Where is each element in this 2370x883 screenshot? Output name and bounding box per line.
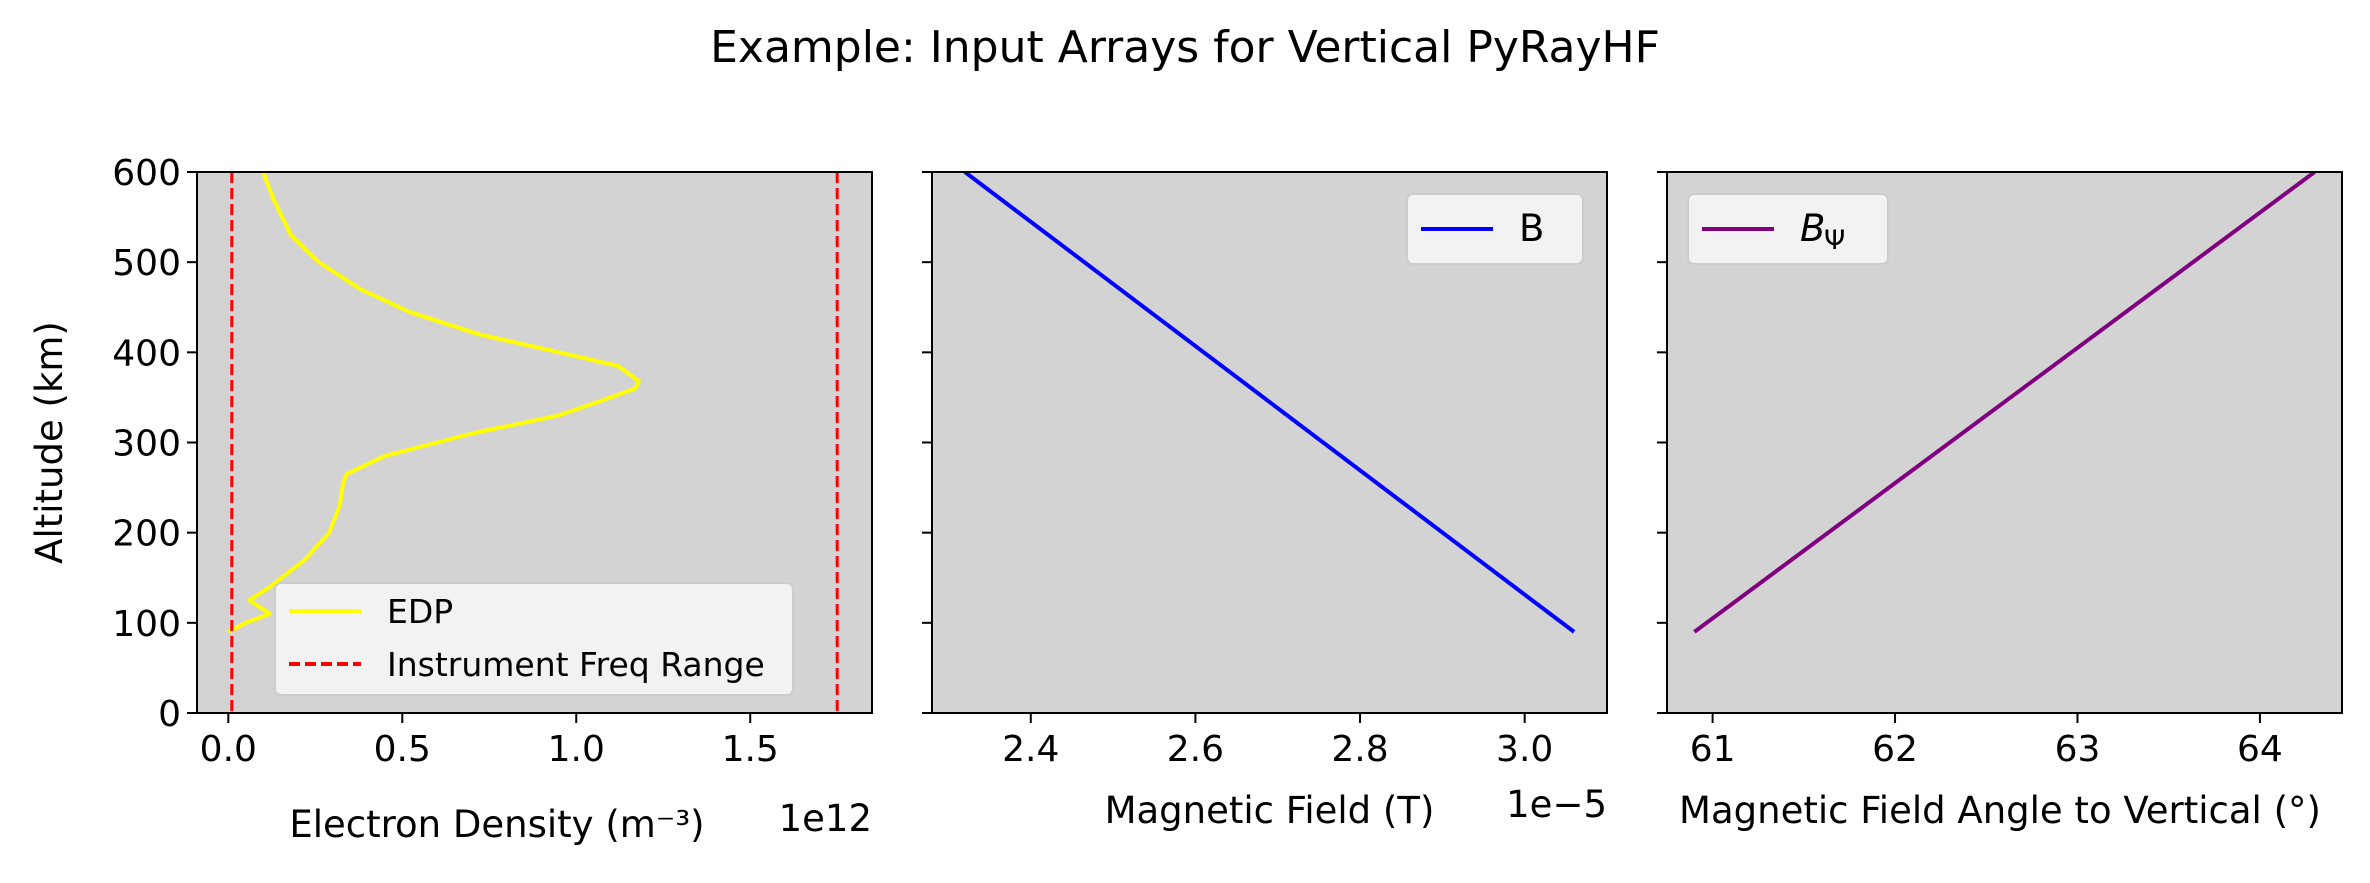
x-tick-label: 0.0 bbox=[200, 729, 257, 770]
x-tick-label: 0.5 bbox=[374, 729, 431, 770]
legend-label-subscript: Ψ bbox=[1824, 225, 1845, 256]
y-tick-label: 100 bbox=[112, 604, 181, 645]
series-line-b bbox=[1693, 172, 2316, 634]
series-group bbox=[963, 172, 1576, 634]
series-line-b bbox=[963, 172, 1576, 634]
x-axis-label: Magnetic Field Angle to Vertical (°) bbox=[1679, 789, 2321, 832]
y-tick-label: 300 bbox=[112, 424, 181, 465]
y-tick-label: 400 bbox=[112, 333, 181, 374]
panel-electron-density: 0.0 0.5 1.0 1.5 0 100 200 300 400 500 600 Electron … bbox=[28, 153, 873, 846]
x-tick-label: 61 bbox=[1690, 729, 1736, 770]
x-tick-label: 1.5 bbox=[722, 729, 779, 770]
legend-label: B bbox=[1800, 207, 1825, 250]
x-axis-label: Magnetic Field (T) bbox=[1105, 789, 1435, 832]
y-tick-label: 0 bbox=[158, 694, 181, 735]
x-tick-label: 2.4 bbox=[1002, 729, 1059, 770]
legend-box bbox=[274, 582, 794, 696]
series-group bbox=[227, 172, 839, 713]
legend: BΨ bbox=[1687, 193, 1889, 265]
series-line-edp bbox=[227, 172, 641, 634]
x-tick-label: 64 bbox=[2237, 729, 2283, 770]
legend-label: B bbox=[1519, 207, 1544, 250]
series-group bbox=[1693, 172, 2316, 634]
x-offset-text: 1e12 bbox=[779, 797, 872, 840]
legend-label: EDP bbox=[387, 592, 453, 631]
legend-label: Instrument Freq Range bbox=[387, 645, 765, 684]
y-tick-label: 600 bbox=[112, 153, 181, 194]
y-tick-label: 200 bbox=[112, 514, 181, 555]
y-axis-label: Altitude (km) bbox=[28, 321, 71, 564]
x-tick-label: 2.6 bbox=[1167, 729, 1224, 770]
x-axis-label: Electron Density (m⁻³) bbox=[289, 803, 704, 846]
y-tick-label: 500 bbox=[112, 243, 181, 284]
panel-field-angle: 61 62 63 64 Magnetic Field Angle to Vertical… bbox=[1657, 171, 2343, 832]
x-tick-label: 3.0 bbox=[1496, 729, 1553, 770]
figure-title: Example: Input Arrays for Vertical PyRay… bbox=[710, 22, 1660, 73]
panel-magnetic-field: 2.4 2.6 2.8 3.0 Magnetic Field (T) 1e−5 B bbox=[922, 171, 1608, 832]
x-offset-text: 1e−5 bbox=[1506, 783, 1607, 826]
legend: B bbox=[1406, 193, 1584, 265]
x-tick-label: 63 bbox=[2055, 729, 2101, 770]
x-tick-label: 1.0 bbox=[548, 729, 605, 770]
legend: EDP Instrument Freq Range bbox=[274, 582, 794, 696]
legend-box bbox=[1406, 193, 1584, 265]
x-tick-label: 2.8 bbox=[1331, 729, 1388, 770]
x-tick-label: 62 bbox=[1872, 729, 1918, 770]
legend-box bbox=[1687, 193, 1889, 265]
